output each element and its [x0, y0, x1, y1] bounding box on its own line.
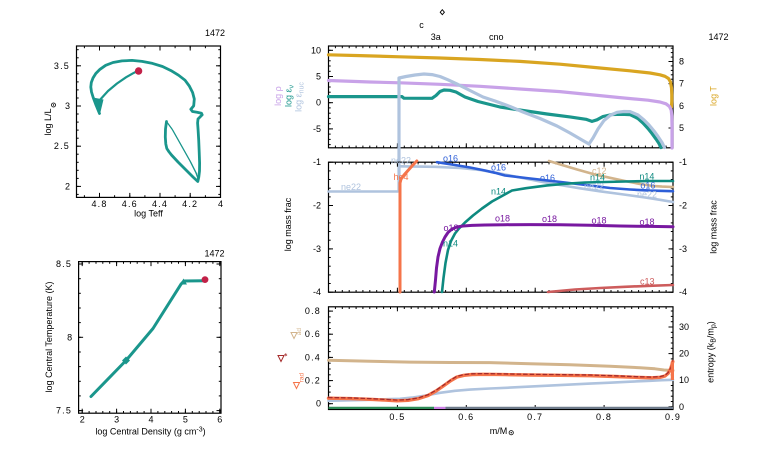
svg-text:0.4: 0.4 — [305, 352, 321, 362]
svg-text:5: 5 — [316, 72, 321, 82]
svg-text:-3: -3 — [313, 244, 321, 254]
svg-text:3.5: 3.5 — [54, 61, 70, 71]
svg-text:1472: 1472 — [708, 32, 728, 42]
svg-text:log mass frac: log mass frac — [709, 200, 719, 254]
svg-text:1472: 1472 — [205, 28, 225, 38]
svg-text:-1: -1 — [313, 157, 321, 167]
svg-text:o18: o18 — [640, 217, 655, 227]
svg-text:o16: o16 — [540, 173, 555, 183]
svg-text:cno: cno — [489, 32, 504, 42]
svg-text:0.9: 0.9 — [665, 412, 681, 422]
svg-text:log εν: log εν — [284, 84, 296, 107]
svg-text:2: 2 — [80, 415, 85, 425]
svg-text:-2: -2 — [679, 201, 687, 211]
svg-text:2.5: 2.5 — [54, 141, 70, 151]
svg-text:5: 5 — [679, 123, 684, 133]
svg-text:3: 3 — [65, 101, 70, 111]
svg-text:-1: -1 — [679, 157, 687, 167]
svg-text:ne22: ne22 — [637, 190, 657, 200]
svg-text:log Central Temperature (K): log Central Temperature (K) — [44, 282, 54, 393]
svg-text:o18: o18 — [592, 216, 607, 226]
svg-text:rad: rad — [299, 373, 306, 383]
svg-text:n14: n14 — [639, 172, 654, 182]
svg-text:-3: -3 — [679, 244, 687, 254]
svg-text:20: 20 — [679, 349, 689, 359]
svg-text:8: 8 — [679, 57, 684, 67]
svg-text:8: 8 — [67, 332, 72, 342]
svg-text:o18: o18 — [444, 223, 459, 233]
svg-text:log Central Density (g cm-3): log Central Density (g cm-3) — [95, 427, 205, 437]
svg-text:ne22: ne22 — [391, 156, 411, 166]
svg-text:6: 6 — [217, 415, 222, 425]
svg-text:n14: n14 — [491, 187, 506, 197]
svg-text:c: c — [419, 20, 424, 30]
svg-text:3a: 3a — [431, 32, 441, 42]
svg-text:c13: c13 — [640, 277, 655, 287]
svg-text:10: 10 — [679, 375, 689, 385]
svg-text:n14: n14 — [443, 239, 458, 249]
svg-text:4: 4 — [218, 199, 223, 209]
svg-text:he4: he4 — [394, 172, 409, 182]
svg-text:3: 3 — [114, 415, 119, 425]
svg-text:c12: c12 — [592, 166, 607, 176]
svg-text:log ρ: log ρ — [273, 86, 283, 106]
svg-text:0.5: 0.5 — [389, 412, 405, 422]
svg-text:5: 5 — [183, 415, 188, 425]
svg-text:4.2: 4.2 — [182, 199, 198, 209]
svg-text:log mass frac: log mass frac — [283, 197, 293, 251]
svg-text:0.8: 0.8 — [305, 306, 321, 316]
svg-text:0: 0 — [679, 402, 684, 412]
svg-text:7: 7 — [679, 79, 684, 89]
svg-text:ad: ad — [296, 328, 303, 336]
svg-text:10: 10 — [311, 45, 321, 55]
svg-text:log L/L: log L/L — [43, 108, 53, 135]
svg-text:m/M: m/M — [490, 426, 508, 436]
svg-text:4.8: 4.8 — [91, 199, 107, 209]
svg-text:1472: 1472 — [204, 249, 224, 259]
svg-text:-4: -4 — [313, 287, 321, 297]
svg-text:ne22: ne22 — [584, 182, 604, 192]
svg-text:-4: -4 — [679, 287, 687, 297]
svg-text:o16: o16 — [491, 163, 506, 173]
svg-text:0.7: 0.7 — [527, 412, 543, 422]
svg-text:o16: o16 — [640, 181, 655, 191]
svg-text:o18: o18 — [495, 214, 510, 224]
svg-text:n14: n14 — [590, 173, 605, 183]
svg-text:log T: log T — [709, 86, 719, 106]
svg-text:0.6: 0.6 — [458, 412, 474, 422]
svg-text:o16: o16 — [443, 154, 458, 164]
svg-text:4.4: 4.4 — [152, 199, 168, 209]
svg-text:entropy (kB/mp): entropy (kB/mp) — [706, 321, 718, 383]
svg-text:-2: -2 — [313, 201, 321, 211]
svg-text:4: 4 — [148, 415, 153, 425]
svg-text:*: * — [283, 353, 293, 357]
svg-text:2: 2 — [65, 181, 70, 191]
svg-text:8.5: 8.5 — [56, 259, 72, 269]
svg-text:ne22: ne22 — [341, 182, 361, 192]
svg-text:o18: o18 — [542, 214, 557, 224]
svg-text:6: 6 — [679, 101, 684, 111]
svg-text:0.2: 0.2 — [305, 376, 321, 386]
svg-text:0: 0 — [316, 98, 321, 108]
svg-text:0.6: 0.6 — [305, 329, 321, 339]
svg-text:0.8: 0.8 — [596, 412, 612, 422]
svg-text:4.6: 4.6 — [122, 199, 138, 209]
svg-text:-5: -5 — [313, 124, 321, 134]
svg-text:0: 0 — [316, 399, 321, 409]
svg-text:log Teff: log Teff — [134, 209, 163, 219]
svg-text:30: 30 — [679, 322, 689, 332]
svg-text:7.5: 7.5 — [56, 406, 72, 416]
